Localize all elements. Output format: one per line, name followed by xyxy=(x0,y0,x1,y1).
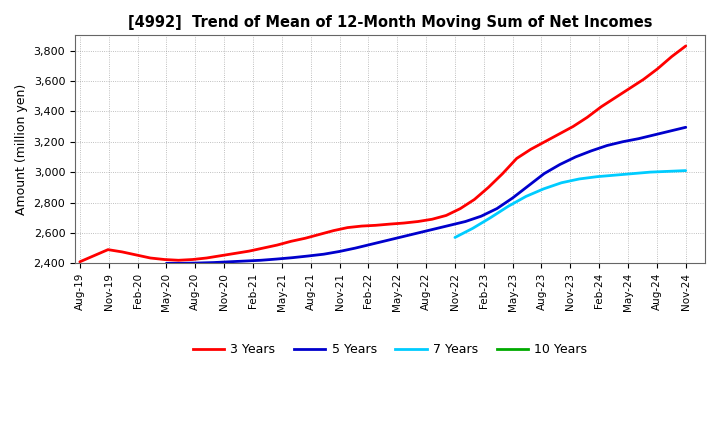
3 Years xyxy=(470,197,479,202)
5 Years xyxy=(603,143,611,148)
3 Years xyxy=(146,255,155,260)
5 Years xyxy=(194,260,202,266)
3 Years xyxy=(597,104,606,110)
Line: 3 Years: 3 Years xyxy=(80,46,685,262)
5 Years xyxy=(477,213,485,219)
5 Years xyxy=(650,132,659,138)
3 Years xyxy=(667,54,676,59)
3 Years xyxy=(89,253,98,258)
3 Years xyxy=(372,223,380,228)
7 Years xyxy=(611,172,619,178)
3 Years xyxy=(245,249,253,254)
Y-axis label: Amount (million yen): Amount (million yen) xyxy=(15,84,28,215)
3 Years xyxy=(385,221,394,227)
3 Years xyxy=(188,257,197,262)
5 Years xyxy=(508,195,517,201)
5 Years xyxy=(320,252,328,257)
3 Years xyxy=(217,253,225,258)
3 Years xyxy=(554,132,563,137)
3 Years xyxy=(287,238,295,244)
5 Years xyxy=(634,136,643,141)
Line: 5 Years: 5 Years xyxy=(166,127,685,263)
7 Years xyxy=(628,171,636,176)
5 Years xyxy=(461,219,469,224)
5 Years xyxy=(524,183,533,188)
7 Years xyxy=(486,215,495,220)
3 Years xyxy=(104,247,112,252)
5 Years xyxy=(492,206,501,211)
3 Years xyxy=(428,216,436,222)
7 Years xyxy=(646,169,654,175)
5 Years xyxy=(210,260,218,265)
5 Years xyxy=(240,258,249,264)
5 Years xyxy=(587,148,595,154)
5 Years xyxy=(446,223,454,228)
5 Years xyxy=(272,257,281,262)
3 Years xyxy=(315,232,324,237)
3 Years xyxy=(202,255,211,260)
5 Years xyxy=(336,249,344,254)
5 Years xyxy=(382,238,391,243)
7 Years xyxy=(521,194,530,199)
3 Years xyxy=(160,257,168,262)
5 Years xyxy=(351,246,359,251)
3 Years xyxy=(414,219,423,224)
3 Years xyxy=(76,259,84,264)
5 Years xyxy=(304,253,312,259)
7 Years xyxy=(557,180,566,185)
5 Years xyxy=(681,125,690,130)
3 Years xyxy=(273,242,282,248)
3 Years xyxy=(132,252,140,257)
5 Years xyxy=(666,128,675,134)
5 Years xyxy=(414,230,423,235)
5 Years xyxy=(256,258,265,263)
5 Years xyxy=(178,260,186,266)
7 Years xyxy=(504,204,513,209)
5 Years xyxy=(556,162,564,167)
3 Years xyxy=(301,235,310,241)
3 Years xyxy=(513,156,521,161)
7 Years xyxy=(593,174,601,180)
3 Years xyxy=(357,224,366,229)
Line: 7 Years: 7 Years xyxy=(455,171,685,238)
5 Years xyxy=(430,227,438,232)
3 Years xyxy=(174,258,183,263)
5 Years xyxy=(366,242,375,247)
3 Years xyxy=(400,220,408,226)
5 Years xyxy=(398,234,407,239)
7 Years xyxy=(451,235,459,240)
3 Years xyxy=(343,225,352,230)
5 Years xyxy=(288,255,297,260)
3 Years xyxy=(582,115,591,120)
3 Years xyxy=(442,213,451,218)
5 Years xyxy=(618,139,627,144)
3 Years xyxy=(230,251,239,256)
7 Years xyxy=(575,176,583,182)
3 Years xyxy=(653,66,662,71)
5 Years xyxy=(162,260,171,266)
Legend: 3 Years, 5 Years, 7 Years, 10 Years: 3 Years, 5 Years, 7 Years, 10 Years xyxy=(188,338,593,361)
3 Years xyxy=(625,86,634,91)
3 Years xyxy=(569,124,577,129)
5 Years xyxy=(571,154,580,160)
3 Years xyxy=(329,228,338,233)
3 Years xyxy=(258,246,267,251)
3 Years xyxy=(498,171,507,176)
Title: [4992]  Trend of Mean of 12-Month Moving Sum of Net Incomes: [4992] Trend of Mean of 12-Month Moving … xyxy=(127,15,652,30)
3 Years xyxy=(456,206,464,211)
3 Years xyxy=(681,43,690,48)
7 Years xyxy=(469,226,477,231)
7 Years xyxy=(681,168,690,173)
3 Years xyxy=(484,185,492,190)
3 Years xyxy=(118,249,127,255)
3 Years xyxy=(611,95,620,100)
3 Years xyxy=(639,77,648,82)
7 Years xyxy=(539,186,548,191)
3 Years xyxy=(526,147,535,152)
5 Years xyxy=(225,259,234,264)
7 Years xyxy=(664,169,672,174)
5 Years xyxy=(540,171,549,176)
3 Years xyxy=(541,139,549,144)
